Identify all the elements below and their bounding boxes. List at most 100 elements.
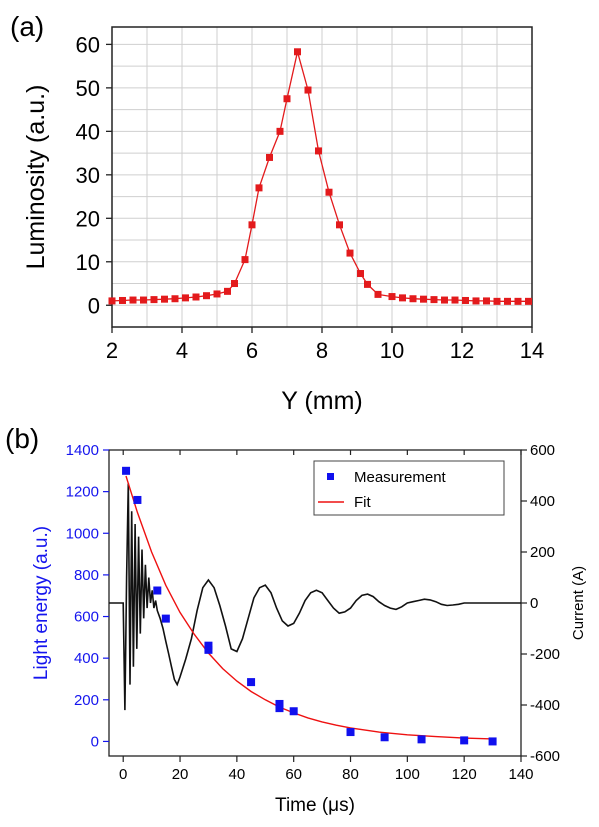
y-tick-label: 0 [88, 293, 100, 318]
measurement-point [247, 678, 256, 687]
measurement-point [380, 733, 389, 742]
panel-b-label: (b) [5, 423, 39, 454]
y-tick-label: 10 [76, 250, 100, 275]
x-tick-label: 8 [316, 338, 328, 363]
x-tick-label: 0 [119, 766, 127, 783]
y-tick-label-right: 0 [530, 595, 538, 612]
x-tick-label: 60 [285, 766, 302, 783]
data-point [336, 221, 343, 229]
data-point [430, 296, 438, 304]
data-point [213, 290, 221, 298]
y-tick-label: 20 [76, 206, 100, 231]
measurement-point [204, 645, 213, 654]
y-tick-label-left: 1000 [66, 525, 99, 542]
panel-b-left-y-tick-labels: 0 200 400 600 800 1000 1200 1400 [66, 442, 99, 750]
x-tick-label: 2 [106, 338, 118, 363]
data-point [420, 295, 427, 303]
data-point [231, 280, 238, 288]
measurement-point [204, 641, 213, 650]
x-tick-label: 80 [342, 766, 359, 783]
data-point [462, 296, 469, 304]
panel-b: (b) 0 20 40 60 80 100 120 140 0 200 400 600 800 1000… [5, 423, 587, 816]
panel-a: (a) 2 4 6 8 10 12 14 0 10 20 30 40 50 60 Y (mm) Lumi… [10, 11, 544, 415]
data-point [483, 297, 490, 305]
y-tick-label-left: 400 [74, 650, 99, 667]
x-tick-label: 40 [229, 766, 246, 783]
x-tick-label: 4 [176, 338, 188, 363]
x-tick-label: 14 [520, 338, 544, 363]
panel-b-ticks [103, 449, 527, 762]
data-point [129, 296, 137, 304]
data-point [514, 297, 522, 305]
data-point [150, 296, 158, 304]
panel-b-x-axis-title: Time (μs) [275, 795, 355, 816]
measurement-point [133, 495, 142, 504]
data-point [248, 221, 256, 229]
y-tick-label: 30 [76, 163, 100, 188]
data-point [255, 184, 263, 192]
data-point [266, 153, 273, 161]
x-tick-label: 10 [380, 338, 404, 363]
panel-a-points [108, 48, 532, 305]
panel-b-x-tick-labels: 0 20 40 60 80 100 120 140 [119, 766, 533, 783]
y-tick-label-left: 800 [74, 567, 99, 584]
data-point [399, 294, 406, 302]
panel-b-right-y-axis-title: Current (A) [570, 566, 587, 640]
panel-b-current-line [109, 483, 521, 711]
data-point [294, 48, 301, 56]
data-point [315, 147, 322, 155]
measurement-point [460, 736, 469, 745]
panel-b-left-y-axis-title: Light energy (a.u.) [31, 526, 52, 680]
measurement-point [153, 586, 162, 595]
data-point [451, 296, 459, 304]
y-tick-label-left: 1200 [66, 484, 99, 501]
y-tick-label-right: 400 [530, 493, 555, 510]
data-point [364, 280, 371, 288]
panel-b-right-y-tick-labels: -600 -400 -200 0 200 400 600 [530, 442, 560, 765]
y-tick-label-right: -400 [530, 697, 560, 714]
measurement-point [161, 614, 170, 623]
x-tick-label: 100 [395, 766, 420, 783]
panel-b-measurement-points [122, 466, 497, 746]
y-tick-label-left: 1400 [66, 442, 99, 459]
data-point [374, 290, 382, 298]
y-tick-label-left: 0 [91, 733, 99, 750]
data-point [224, 287, 231, 295]
y-tick-label-right: -200 [530, 646, 560, 663]
panel-a-ticks [106, 43, 533, 333]
data-point [493, 297, 501, 305]
data-point [504, 297, 511, 305]
data-point [182, 294, 189, 302]
data-point [161, 295, 168, 303]
y-tick-label-left: 600 [74, 609, 99, 626]
data-point [525, 297, 532, 305]
measurement-point [275, 699, 284, 708]
x-tick-label: 6 [246, 338, 258, 363]
panel-a-x-tick-labels: 2 4 6 8 10 12 14 [106, 338, 544, 363]
measurement-point [122, 466, 131, 475]
panel-b-fit-line [125, 475, 493, 740]
y-tick-label-right: 600 [530, 442, 555, 459]
data-point [283, 95, 291, 103]
panel-a-label: (a) [10, 11, 44, 42]
x-tick-label: 20 [172, 766, 189, 783]
data-point [346, 249, 354, 257]
measurement-point [289, 707, 298, 716]
data-point [409, 295, 417, 303]
x-tick-label: 140 [508, 766, 533, 783]
y-tick-label-left: 200 [74, 692, 99, 709]
data-point [192, 293, 200, 301]
data-point [304, 86, 312, 94]
legend-measurement-label: Measurement [354, 469, 447, 486]
data-point [119, 296, 126, 304]
data-point [325, 188, 333, 196]
measurement-point [346, 728, 355, 737]
measurement-point [417, 735, 426, 744]
panel-a-y-tick-labels: 0 10 20 30 40 50 60 [76, 32, 100, 318]
data-point [140, 296, 147, 304]
measurement-point [488, 737, 497, 746]
data-point [357, 270, 364, 278]
data-point [203, 292, 210, 300]
legend-fit-label: Fit [354, 494, 371, 511]
